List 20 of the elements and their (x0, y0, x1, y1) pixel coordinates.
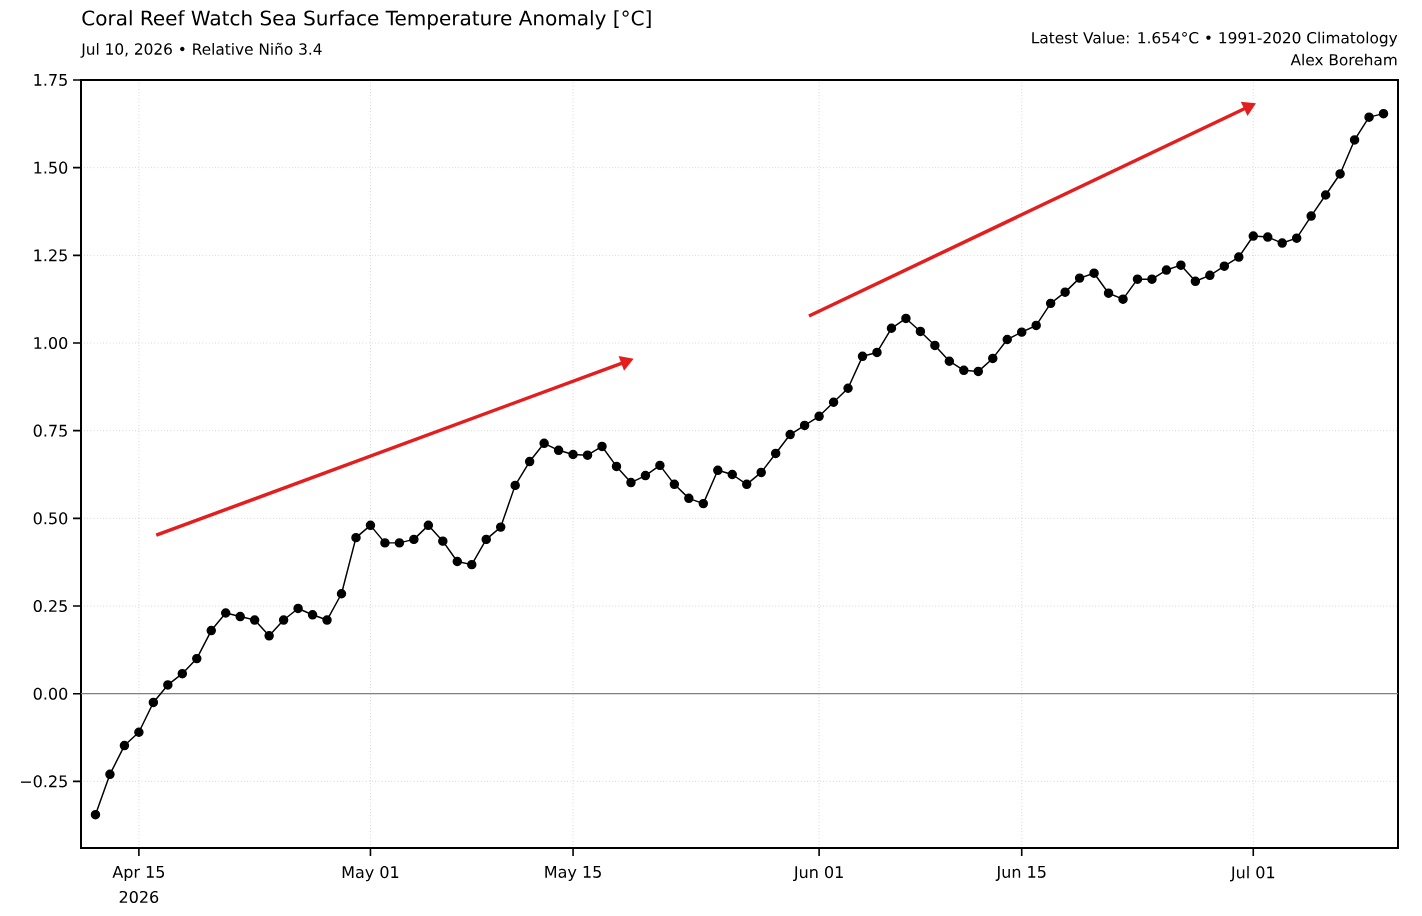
chart-title: Coral Reef Watch Sea Surface Temperature Anomaly [°C] (82, 10, 651, 30)
y-tick-label: 0.00 (33, 687, 68, 700)
y-tick-label: 1.00 (34, 336, 68, 350)
text: Alex Boreham (1290, 53, 1397, 66)
y-tick-label: 1.25 (34, 249, 67, 262)
text: 2026 (119, 890, 159, 904)
y-tick-label: −0.25 (20, 775, 67, 788)
x-tick-label: Apr 15 (112, 866, 165, 882)
y-tick-label: 0.75 (33, 424, 67, 437)
y-tick-label: 0.50 (33, 512, 68, 525)
x-tick-label: Jun 01 (793, 866, 843, 882)
x-tick-label: Jul 01 (1230, 866, 1275, 882)
y-tick-label: 1.50 (34, 161, 68, 174)
x-tick-label: May 15 (545, 866, 601, 882)
y-tick-label: 0.25 (33, 599, 67, 613)
y-tick-label: 1.75 (34, 74, 67, 86)
text: Latest Value: 1.654°C • 1991-2020 Climatology (1032, 31, 1398, 47)
x-tick-label: May 01 (342, 866, 399, 882)
chart-subtitle: Jul 10, 2026 • Relative Niño 3.4 (80, 42, 322, 58)
x-tick-label: Jun 15 (995, 866, 1046, 881)
